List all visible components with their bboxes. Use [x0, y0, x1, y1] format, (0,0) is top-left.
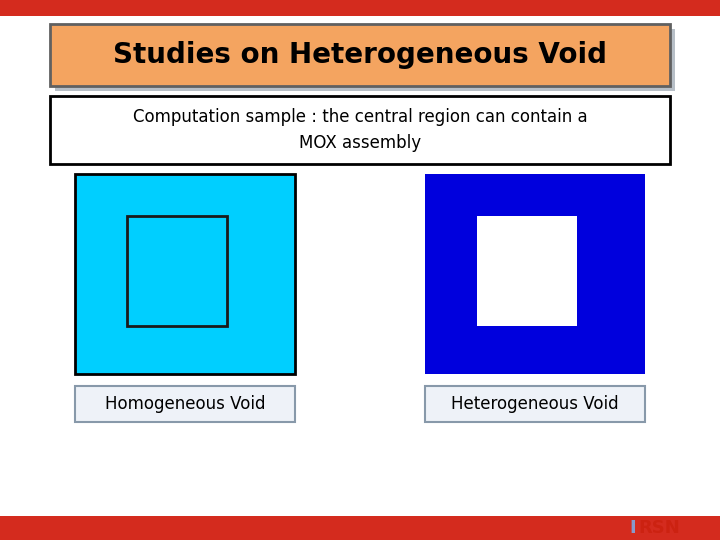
- Text: Heterogeneous Void: Heterogeneous Void: [451, 395, 618, 413]
- Bar: [55, 29, 675, 91]
- Text: I: I: [629, 519, 636, 537]
- Bar: [75, 386, 295, 422]
- Bar: [425, 386, 645, 422]
- Text: Homogeneous Void: Homogeneous Void: [104, 395, 265, 413]
- Bar: [50, 96, 670, 164]
- Bar: [0, 516, 720, 540]
- Bar: [477, 216, 577, 326]
- Bar: [425, 174, 645, 374]
- Text: Computation sample : the central region can contain a
MOX assembly: Computation sample : the central region …: [132, 108, 588, 152]
- Bar: [127, 216, 227, 326]
- Bar: [75, 174, 295, 374]
- Text: Studies on Heterogeneous Void: Studies on Heterogeneous Void: [113, 41, 607, 69]
- Bar: [50, 24, 670, 86]
- Text: RSN: RSN: [638, 519, 680, 537]
- Bar: [0, 0, 720, 16]
